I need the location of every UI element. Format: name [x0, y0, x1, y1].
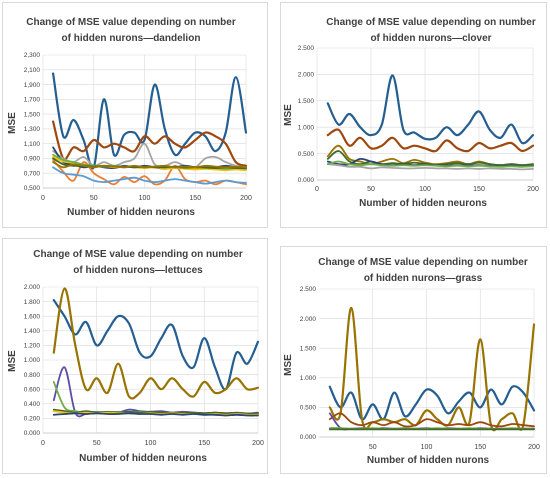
- chart-panel-dandelion: Change of MSE value depending on number o…: [2, 2, 268, 228]
- x-tick-label: 50: [90, 195, 98, 202]
- chart-panel-grass: Change of MSE value depending on number o…: [280, 246, 547, 474]
- series-line-7: [52, 412, 259, 417]
- series-line-2: [52, 120, 248, 167]
- y-tick-label: 1.000: [298, 124, 315, 131]
- series-line-5: [52, 408, 259, 415]
- y-tick-label: 2,100: [24, 67, 41, 74]
- y-tick-label: 1,700: [24, 97, 41, 104]
- y-tick-label: 1.200: [24, 343, 41, 350]
- x-tick-label: 50: [93, 440, 101, 447]
- x-tick-label: 100: [421, 444, 433, 451]
- x-axis-label: Number of hidden nurons: [367, 455, 490, 466]
- y-tick-label: 0.600: [24, 386, 41, 393]
- x-tick-label: 0: [41, 195, 45, 202]
- series-line-1: [52, 299, 260, 391]
- y-tick-label: 2.500: [298, 45, 315, 52]
- y-tick-label: 2,300: [24, 52, 41, 59]
- x-axis-label: Number of hidden neurons: [359, 198, 487, 209]
- x-tick-label: 100: [145, 440, 157, 447]
- y-tick-label: 0.200: [24, 416, 41, 423]
- y-axis-label: MSE: [7, 112, 18, 134]
- y-tick-label: 1.500: [298, 98, 315, 105]
- y-tick-label: 1,100: [24, 141, 41, 148]
- x-tick-label: 200: [528, 444, 540, 451]
- series-line-2: [326, 128, 535, 153]
- chart-title-line: of hidden nurons—grass: [364, 273, 483, 284]
- x-tick-label: 50: [369, 444, 377, 451]
- series-line-2: [52, 287, 260, 400]
- y-tick-label: 0.000: [298, 177, 315, 184]
- y-tick-label: 1.500: [300, 345, 317, 352]
- y-tick-label: 0.400: [24, 401, 41, 408]
- y-tick-label: 1,300: [24, 126, 41, 133]
- series-line-2: [328, 306, 536, 432]
- series-line-3: [328, 412, 535, 428]
- y-tick-label: 0.000: [300, 434, 317, 441]
- y-tick-label: 0,900: [24, 156, 41, 163]
- x-tick-label: 150: [474, 444, 486, 451]
- series-line-3: [52, 159, 247, 186]
- x-tick-label: 200: [252, 440, 264, 447]
- y-tick-label: 0.500: [300, 405, 317, 412]
- y-tick-label: 2.000: [300, 316, 317, 323]
- x-tick-label: 0: [315, 186, 319, 193]
- y-tick-label: 0,700: [24, 170, 41, 177]
- y-tick-label: 1,500: [24, 111, 41, 118]
- chart-panel-clover: Change of MSE value depending on number o…: [280, 2, 547, 228]
- y-axis-label: MSE: [7, 350, 18, 372]
- chart-title-line: of hidden nurons—lettuces: [73, 265, 203, 276]
- y-tick-label: 1.400: [24, 328, 41, 335]
- series-line-1: [326, 74, 535, 145]
- series-line-10: [52, 161, 247, 169]
- y-tick-label: 1.600: [24, 313, 41, 320]
- chart-svg-clover: Change of MSE value depending on number o…: [283, 17, 539, 209]
- series-line-4: [52, 166, 247, 185]
- series-line-7: [326, 160, 534, 168]
- x-tick-label: 50: [367, 186, 375, 193]
- y-tick-label: 1.000: [300, 375, 317, 382]
- series-line-3: [326, 144, 534, 167]
- series-line-5: [52, 142, 247, 169]
- y-tick-label: 1.800: [24, 299, 41, 306]
- x-tick-label: 150: [473, 186, 485, 193]
- x-tick-label: 100: [139, 195, 151, 202]
- x-tick-label: 200: [240, 195, 252, 202]
- x-tick-label: 200: [527, 186, 539, 193]
- y-tick-label: 2.500: [300, 286, 317, 293]
- y-tick-label: 0.800: [24, 372, 41, 379]
- y-tick-label: 0.500: [298, 151, 315, 158]
- y-tick-label: 2.000: [24, 284, 41, 291]
- y-tick-label: 0,500: [24, 185, 41, 192]
- chart-panel-lettuces: Change of MSE value depending on number o…: [2, 238, 268, 474]
- x-axis-label: Number of hidden neurons: [67, 207, 195, 218]
- chart-svg-lettuces: Change of MSE value depending on number o…: [7, 249, 264, 464]
- series-line-6: [326, 163, 534, 171]
- y-tick-label: 1.000: [24, 357, 41, 364]
- x-tick-label: 150: [189, 195, 201, 202]
- y-tick-label: 0.000: [24, 430, 41, 437]
- chart-title-line: Change of MSE value depending on number: [326, 17, 536, 28]
- chart-title-line: Change of MSE value depending on number: [26, 17, 236, 28]
- x-tick-label: 100: [419, 186, 431, 193]
- chart-svg-dandelion: Change of MSE value depending on number o…: [7, 17, 252, 218]
- series-line-1: [52, 72, 248, 170]
- chart-title-line: of hidden nurons—dandelion: [62, 33, 201, 44]
- x-axis-label: Number of hidden neurons: [79, 453, 207, 464]
- chart-svg-grass: Change of MSE value depending on number o…: [283, 257, 540, 466]
- y-tick-label: 2.000: [298, 72, 315, 79]
- y-tick-label: 1,900: [24, 82, 41, 89]
- chart-title-line: Change of MSE value depending on number: [33, 249, 243, 260]
- y-axis-label: MSE: [283, 354, 294, 376]
- chart-title-line: of hidden nurons—clover: [370, 33, 491, 44]
- x-tick-label: 150: [198, 440, 210, 447]
- x-tick-label: 0: [41, 440, 45, 447]
- y-axis-label: MSE: [283, 104, 294, 126]
- chart-title-line: Change of MSE value depending on number: [318, 257, 528, 268]
